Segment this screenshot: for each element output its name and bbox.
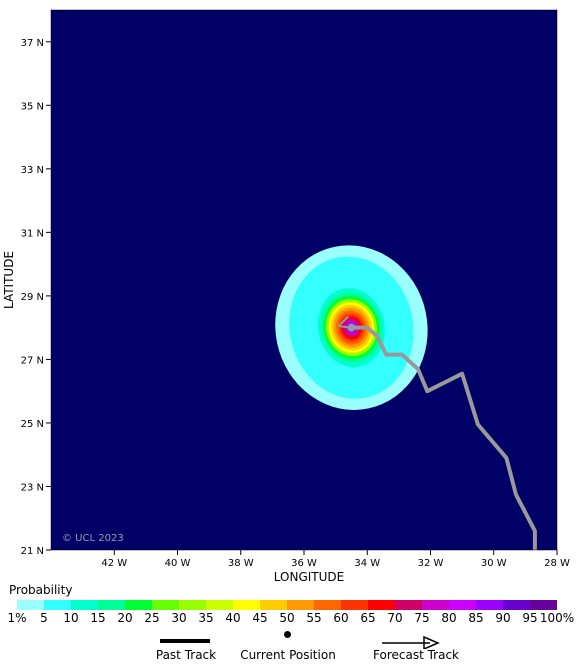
- x-tick-label: 30 W: [481, 558, 507, 569]
- scale-label: 55: [306, 611, 322, 625]
- y-tick-label: 31 N: [21, 228, 44, 239]
- scale-label: 25: [144, 611, 160, 625]
- y-tick-label: 33 N: [21, 165, 44, 176]
- color-bar-segment: [179, 600, 206, 610]
- color-bar-segment: [206, 600, 233, 610]
- scale-label: 45: [252, 611, 268, 625]
- x-tick-label: 38 W: [228, 558, 254, 569]
- y-tick-label: 37 N: [21, 38, 44, 49]
- color-bar-segment: [341, 600, 368, 610]
- past-track-key-line: [148, 629, 224, 645]
- scale-label: 15: [90, 611, 106, 625]
- current-position-marker: [347, 323, 356, 332]
- color-bar-segment: [530, 600, 557, 610]
- scale-label: 90: [495, 611, 511, 625]
- past-track-key: Past Track: [148, 629, 224, 662]
- y-axis-title: LATITUDE: [2, 251, 16, 309]
- probability-map: 42 W 40 W 38 W 36 W 34 W 32 W 30 W 28 W 37 N 35 …: [2, 9, 570, 584]
- scale-label: 80: [441, 611, 457, 625]
- scale-label: 30: [171, 611, 187, 625]
- scale-label: 1%: [7, 611, 27, 625]
- color-bar-segment: [233, 600, 260, 610]
- current-position-key-dot: [236, 629, 340, 645]
- x-tick-label: 42 W: [101, 558, 127, 569]
- past-track-line: [337, 315, 352, 329]
- x-tick-label: 28 W: [544, 558, 570, 569]
- scale-label: 100%: [539, 611, 575, 625]
- x-axis-ticks: 42 W 40 W 38 W 36 W 34 W 32 W 30 W 28 W: [101, 550, 570, 569]
- scale-label: 5: [40, 611, 48, 625]
- forecast-track-key-label: Forecast Track: [373, 648, 459, 662]
- y-tick-label: 23 N: [21, 482, 44, 493]
- y-axis-ticks: 37 N 35 N 33 N 31 N 29 N 27 N 25 N 23 N 21 N: [21, 38, 51, 557]
- scale-label: 40: [225, 611, 241, 625]
- y-tick-label: 25 N: [21, 419, 44, 430]
- scale-label: 65: [360, 611, 376, 625]
- forecast-track-key: Forecast Track: [368, 629, 464, 662]
- scale-label: 20: [117, 611, 133, 625]
- color-bar-segment: [287, 600, 314, 610]
- color-bar-segment: [125, 600, 152, 610]
- color-bar-segment: [503, 600, 530, 610]
- color-bar-segment: [260, 600, 287, 610]
- color-bar-segment: [314, 600, 341, 610]
- probability-scale-labels: 1% 5 10 15 20 25 30 35 40 45 50 55 60 65 70 75 80 85 90 95 1…: [0, 611, 580, 627]
- scale-label: 50: [279, 611, 295, 625]
- legend-title: Probability: [9, 583, 73, 597]
- y-tick-label: 21 N: [21, 546, 44, 557]
- color-bar-segment: [17, 600, 44, 610]
- color-bar-segment: [71, 600, 98, 610]
- color-bar-segment: [98, 600, 125, 610]
- forecast-track-key-arrow: [368, 629, 464, 649]
- y-tick-label: 29 N: [21, 292, 44, 303]
- y-tick-label: 27 N: [21, 355, 44, 366]
- x-tick-label: 34 W: [354, 558, 380, 569]
- scale-label: 85: [468, 611, 484, 625]
- scale-label: 35: [198, 611, 214, 625]
- forecast-track-line: [351, 325, 537, 550]
- x-tick-label: 32 W: [418, 558, 444, 569]
- current-position-key: Current Position: [236, 629, 340, 662]
- color-bar-segment: [476, 600, 503, 610]
- color-bar-segment: [395, 600, 422, 610]
- y-tick-label: 35 N: [21, 101, 44, 112]
- copyright-text: © UCL 2023: [62, 533, 124, 544]
- color-bar-segment: [44, 600, 71, 610]
- color-bar-segment: [422, 600, 449, 610]
- x-axis-title: LONGITUDE: [274, 570, 344, 584]
- scale-label: 60: [333, 611, 349, 625]
- scale-label: 10: [63, 611, 79, 625]
- color-bar-segment: [152, 600, 179, 610]
- scale-label: 75: [414, 611, 430, 625]
- scale-label: 95: [522, 611, 538, 625]
- probability-color-bar: [17, 600, 557, 610]
- current-position-key-label: Current Position: [240, 648, 336, 662]
- scale-label: 70: [387, 611, 403, 625]
- color-bar-segment: [368, 600, 395, 610]
- x-tick-label: 40 W: [165, 558, 191, 569]
- past-track-key-label: Past Track: [155, 648, 217, 662]
- color-bar-segment: [449, 600, 476, 610]
- x-tick-label: 36 W: [291, 558, 317, 569]
